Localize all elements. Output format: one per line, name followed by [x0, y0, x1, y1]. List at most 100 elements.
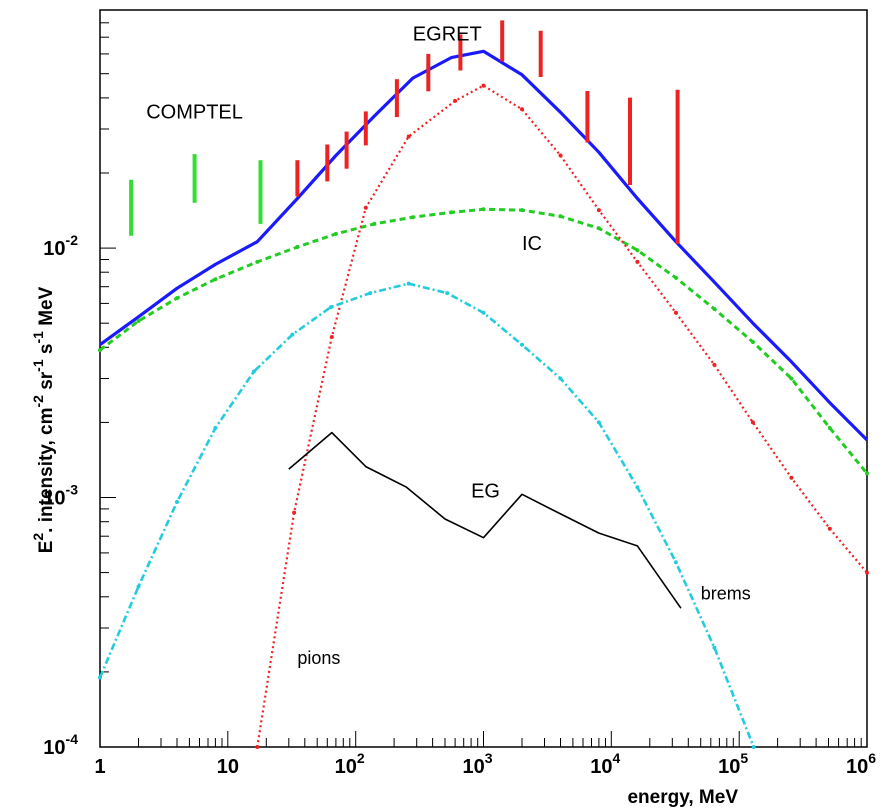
tick-base: 10 — [43, 488, 65, 510]
series-brems-point — [213, 426, 218, 430]
series-pions-point — [827, 526, 832, 531]
series-ic-point — [295, 245, 300, 249]
series-lines — [98, 49, 869, 749]
series-brems-point — [445, 291, 450, 296]
y-tick-label: 10-2 — [43, 232, 78, 260]
series-pions-point — [635, 259, 640, 264]
tick-base: 10 — [718, 756, 740, 778]
x-tick-label: 104 — [590, 750, 620, 778]
y-title-prefix: E — [36, 541, 57, 554]
series-total-line — [99, 49, 869, 442]
series-ic-point — [255, 259, 260, 264]
series-ic-point — [372, 221, 377, 226]
series-ic-point — [175, 296, 179, 301]
series-pions-point — [673, 310, 678, 315]
annotation-egret: EGRET — [413, 23, 482, 45]
tick-exponent: -2 — [66, 232, 79, 248]
tick-base: 10 — [590, 756, 612, 778]
series-brems-point — [558, 376, 563, 381]
y-title-mid2: s — [36, 344, 57, 360]
x-tick-label: 10 — [217, 756, 239, 778]
series-pions-point — [453, 98, 458, 103]
series-pions-point — [558, 153, 563, 158]
x-axis-title: energy, MeV — [627, 787, 738, 808]
series-pions-point — [712, 362, 717, 367]
series-ic-point — [673, 275, 678, 280]
x-tick-label: 1 — [94, 756, 105, 778]
axis-ticks — [99, 9, 868, 748]
x-tick-label: 105 — [718, 750, 748, 778]
series-brems-point — [290, 332, 295, 337]
series-brems-point — [712, 645, 717, 650]
series-ic-point — [712, 307, 717, 311]
series-brems-point — [368, 291, 373, 296]
series-brems-point — [175, 500, 179, 504]
series-brems-point — [328, 305, 333, 310]
series-pions-point — [520, 107, 524, 112]
series-pions-point — [255, 745, 260, 749]
series-pions-point — [292, 510, 297, 515]
series-ic-point — [865, 471, 869, 476]
series-brems-point — [596, 420, 601, 425]
series-pions-point — [329, 335, 334, 339]
tick-base: 10 — [43, 737, 65, 759]
series-pions-point — [406, 134, 411, 139]
y-axis-title: E2. intensity, cm-2 sr-1 s-1 MeV — [30, 286, 57, 553]
tick-base: 10 — [846, 756, 868, 778]
series-ic-point — [98, 348, 102, 353]
series-ic-point — [410, 215, 415, 220]
series-pions-point — [363, 205, 368, 210]
annotations: EGRET COMPTEL IC EG brems pions — [146, 23, 751, 668]
series-brems-point — [406, 281, 411, 286]
series-pions-line — [256, 84, 868, 748]
y-title-sup3: -1 — [30, 331, 46, 344]
series-brems-point — [98, 675, 102, 680]
tick-exponent: 5 — [740, 750, 748, 766]
series-brems-point — [751, 745, 756, 749]
y-title-sup1: -2 — [30, 395, 46, 408]
tick-exponent: -3 — [66, 482, 79, 498]
series-ic-point — [136, 319, 141, 323]
annotation-ic: IC — [522, 233, 542, 255]
series-ic-point — [789, 376, 794, 381]
series-ic-point — [333, 231, 338, 236]
y-tick-label: 10-4 — [43, 731, 78, 759]
tick-base: 1 — [94, 756, 105, 778]
series-ic-point — [213, 277, 218, 282]
series-brems-line — [98, 282, 755, 748]
series-ic-point — [520, 208, 524, 213]
y-title-suffix: MeV — [36, 286, 57, 331]
series-brems-point — [251, 369, 256, 374]
tick-exponent: 2 — [357, 750, 365, 766]
tick-exponent: 3 — [485, 750, 493, 766]
series-ic-point — [449, 210, 454, 215]
tick-base: 10 — [217, 756, 239, 778]
tick-exponent: 4 — [613, 750, 621, 766]
series-ic-point — [635, 248, 640, 253]
series-ic-point — [596, 226, 601, 231]
y-tick-label: 10-3 — [43, 482, 78, 510]
tick-base: 10 — [335, 756, 357, 778]
series-eg-line — [288, 431, 682, 609]
x-tick-label: 106 — [846, 750, 876, 778]
series-ic-point — [481, 207, 486, 212]
tick-exponent: 6 — [868, 750, 876, 766]
series-brems-point — [481, 310, 486, 315]
series-pions-point — [865, 570, 869, 575]
series-pions-point — [481, 83, 486, 88]
tick-base: 10 — [43, 238, 65, 260]
series-ic-point — [827, 426, 832, 430]
y-title-text: . intensity, cm — [36, 408, 57, 533]
annotation-pions: pions — [297, 648, 340, 668]
series-pions-point — [596, 208, 601, 213]
annotation-brems: brems — [701, 584, 751, 604]
x-tick-label: 102 — [335, 750, 365, 778]
series-ic-point — [750, 340, 755, 344]
y-title-mid1: sr — [36, 371, 57, 395]
y-title-sup2: -1 — [30, 359, 46, 372]
error-bars — [129, 20, 680, 244]
tick-base: 10 — [462, 756, 484, 778]
series-brems-point — [136, 584, 141, 589]
